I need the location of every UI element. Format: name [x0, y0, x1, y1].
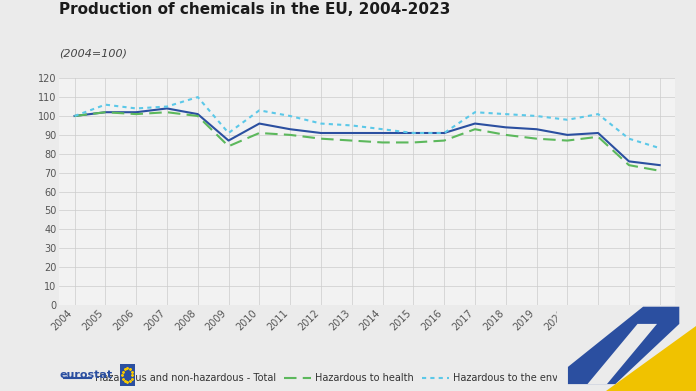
Polygon shape	[568, 307, 679, 389]
Text: eurostat: eurostat	[59, 370, 112, 380]
Polygon shape	[606, 326, 696, 391]
Legend: Hazardous and non-hazardous - Total, Hazardous to health, Hazardous to the envir: Hazardous and non-hazardous - Total, Haz…	[64, 373, 602, 383]
Text: Production of chemicals in the EU, 2004-2023: Production of chemicals in the EU, 2004-…	[59, 2, 450, 17]
Text: (2004=100): (2004=100)	[59, 49, 127, 59]
Polygon shape	[587, 324, 657, 384]
